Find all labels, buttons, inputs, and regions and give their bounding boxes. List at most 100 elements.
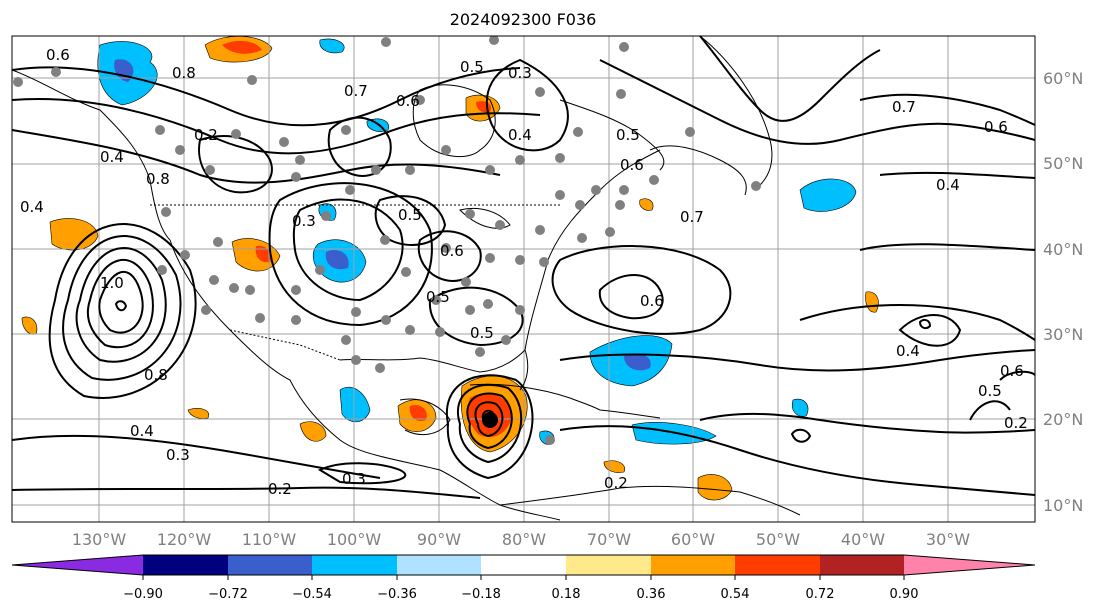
lat-label: 10°N	[1043, 496, 1083, 515]
hurricane-center	[482, 412, 498, 428]
lon-label: 60°W	[671, 530, 715, 549]
contour-hurricane-2	[474, 401, 504, 438]
shade-cyan-small-3	[791, 398, 809, 417]
lon-label: 70°W	[587, 530, 631, 549]
contour-label: 0.6	[640, 292, 664, 310]
contour-label: 0.7	[892, 98, 916, 116]
contour-label: 0.8	[144, 366, 168, 384]
contour-label: 0.5	[978, 382, 1002, 400]
lat-label: 20°N	[1043, 410, 1083, 429]
coast-greenland	[699, 36, 773, 186]
contour-hurricane-3	[466, 392, 513, 450]
contour-central-5	[198, 135, 273, 194]
contour-label: 0.3	[166, 446, 190, 464]
colorbar-tick-label: −0.18	[461, 587, 501, 602]
contour-labels: 0.6 0.8 0.7 0.6 0.5 0.3 0.4 0.7 0.6 0.4 …	[20, 46, 1028, 498]
contour-central-1	[292, 198, 404, 302]
contour-label: 0.4	[508, 126, 532, 144]
lat-label: 30°N	[1043, 325, 1083, 344]
contour-label: 0.7	[680, 208, 704, 226]
colorbar: −0.90 −0.72 −0.54 −0.36 −0.18 0.18 0.36 …	[11, 554, 1036, 602]
lon-label: 50°W	[756, 530, 800, 549]
contour-central-3	[417, 230, 482, 282]
colorbar-tick-label: −0.54	[292, 587, 332, 602]
shade-blue-central-atlantic	[624, 353, 651, 371]
contour-label: 1.0	[100, 274, 124, 292]
contour-north-6	[699, 36, 881, 122]
contour-label: 0.3	[508, 64, 532, 82]
contour-north-4	[485, 58, 569, 152]
colorbar-tick-label: 0.54	[721, 587, 750, 602]
contour-north-1	[12, 66, 521, 127]
lat-label: 50°N	[1043, 154, 1083, 173]
contour-north-5	[599, 59, 1035, 145]
contour-label: 0.4	[20, 198, 44, 216]
coast-south-america	[499, 485, 801, 516]
colorbar-segment	[651, 555, 735, 575]
lon-label: 40°W	[841, 530, 885, 549]
colorbar-ticks	[142, 575, 905, 580]
contour-label: 0.8	[172, 64, 196, 82]
shade-cyan-small-1	[319, 38, 345, 54]
colorbar-segment	[312, 555, 397, 575]
contour-label: 0.2	[194, 126, 218, 144]
contour-east-1	[859, 93, 1035, 126]
coast-hispaniola	[599, 409, 661, 419]
contour-label: 0.4	[130, 422, 154, 440]
colorbar-segment	[228, 555, 312, 575]
contour-pacific-nest-5	[48, 223, 197, 399]
contour-0.2	[12, 486, 481, 499]
contour-east-3	[859, 243, 1035, 251]
contour-label: 0.6	[1000, 362, 1024, 380]
colorbar-segments	[12, 555, 1035, 575]
contour-pacific-nest-4	[62, 235, 182, 381]
coast-east-us	[524, 149, 661, 351]
contour-small-1	[790, 428, 812, 443]
colorbar-tick-label: 0.36	[637, 587, 666, 602]
shade-orange-rockies	[231, 238, 281, 272]
colorbar-segment	[12, 555, 143, 575]
map-panel: 0.6 0.8 0.7 0.6 0.5 0.3 0.4 0.7 0.6 0.4 …	[12, 36, 1035, 522]
coast-alaska	[12, 69, 171, 241]
shade-orange-small-5	[639, 198, 654, 211]
shade-cyan-north-atlantic	[799, 178, 857, 212]
contour-label: 0.5	[398, 206, 422, 224]
colorbar-segment	[481, 555, 566, 575]
colorbar-tick-label: −0.90	[123, 587, 163, 602]
colorbar-tick-label: 0.72	[806, 587, 835, 602]
shade-red-yucatan	[409, 404, 427, 422]
shade-blue-plains	[325, 249, 349, 270]
contour-label: 0.6	[440, 242, 464, 260]
contour-label: 0.2	[268, 480, 292, 498]
colorbar-segment	[904, 555, 1035, 575]
station-dots	[13, 36, 761, 445]
contour-label: 0.6	[984, 118, 1008, 136]
contour-label: 0.4	[936, 176, 960, 194]
colorbar-tick-label: 0.90	[890, 587, 919, 602]
contour-north-3	[12, 129, 501, 184]
shade-red-ne-canada	[222, 40, 262, 54]
contour-label: 0.5	[616, 126, 640, 144]
contour-north-2	[12, 98, 541, 155]
contour-south-1	[559, 425, 1035, 496]
lat-label: 40°N	[1043, 240, 1083, 259]
contour-east-5	[969, 400, 1011, 421]
contour-pacific-nest-1	[98, 270, 144, 334]
shade-orange-pacific-mexico	[299, 421, 327, 442]
contour-atlantic-1	[598, 274, 664, 320]
colorbar-segment	[566, 555, 651, 575]
contour-label: 0.5	[470, 324, 494, 342]
lon-label: 120°W	[157, 530, 212, 549]
contour-hurricane-5	[445, 374, 534, 480]
border-us-mexico	[229, 329, 341, 361]
contour-central-6	[327, 116, 392, 177]
coast-newfoundland	[649, 145, 747, 196]
coast-gulf	[339, 349, 526, 373]
contour-small-3	[114, 300, 128, 312]
shade-red-rockies	[255, 245, 272, 263]
latitude-labels: 60°N 50°N 40°N 30°N 20°N 10°N	[1043, 69, 1083, 515]
longitude-labels: 130°W 120°W 110°W 100°W 90°W 80°W 70°W 6…	[72, 530, 970, 549]
contour-atlantic-4	[699, 412, 1035, 434]
shade-orange-small-2	[187, 408, 210, 419]
